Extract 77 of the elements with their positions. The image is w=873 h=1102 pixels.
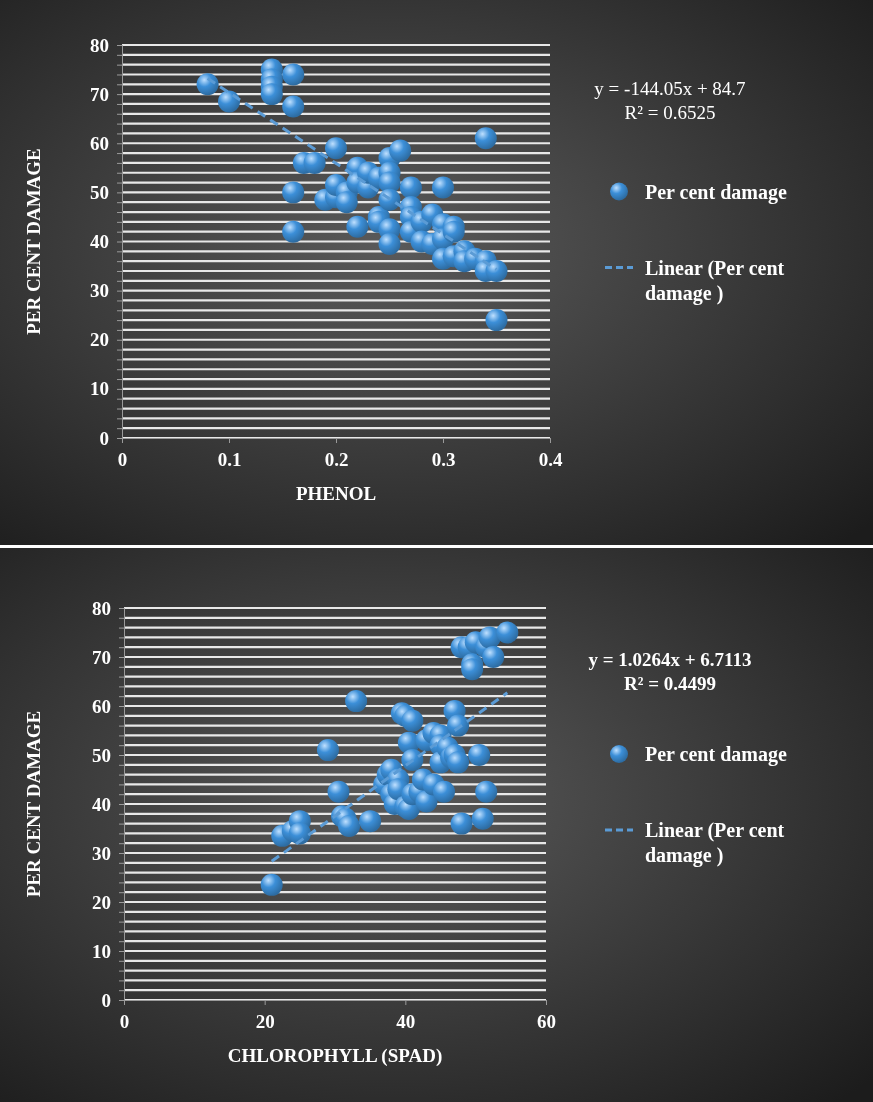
point [389, 139, 412, 162]
y-tick-label: 50 [90, 181, 109, 203]
point [482, 646, 505, 668]
point [282, 181, 305, 204]
y-tick-label: 10 [92, 940, 111, 962]
y-tick-label: 70 [90, 83, 109, 105]
y-tick-label: 60 [90, 132, 109, 154]
y-tick-label: 40 [90, 231, 109, 253]
y-tick-label: 0 [99, 427, 109, 449]
text: y = 1.0264x + 6.7113 [588, 649, 752, 670]
x-tick-label: 0 [119, 1011, 130, 1033]
point [282, 95, 305, 118]
point [282, 63, 305, 86]
y-tick-label: 10 [90, 378, 109, 400]
y-tick-label: 50 [92, 744, 111, 766]
point [359, 810, 382, 833]
point [433, 780, 456, 803]
point [485, 309, 508, 332]
x-tick-label: 0.4 [538, 449, 563, 471]
point [345, 690, 368, 713]
point [401, 709, 424, 732]
point [475, 780, 498, 803]
x-tick-label: 60 [537, 1011, 556, 1033]
point [496, 621, 519, 644]
y-tick-label: 70 [92, 646, 111, 668]
legend-label: Linear (Per cent damage ) [645, 819, 785, 867]
point [260, 83, 283, 106]
point [450, 812, 473, 835]
x-tick-label: 0.1 [217, 449, 242, 471]
y-tick-label: 30 [90, 280, 109, 302]
y-tick-label: 60 [92, 695, 111, 717]
y-tick-label: 80 [92, 597, 111, 619]
x-axis-title: CHLOROPHYLL (SPAD) [227, 1045, 443, 1067]
y-axis-title: PER CENT DAMAGE [23, 710, 44, 898]
y-tick-label: 30 [92, 842, 111, 864]
point [196, 73, 219, 96]
point [432, 176, 454, 199]
y-tick-label: 0 [101, 989, 111, 1011]
x-tick-label: 40 [396, 1011, 416, 1033]
y-tick-label: 20 [90, 329, 109, 351]
point [415, 790, 438, 813]
x-tick-label: 0.3 [431, 449, 456, 471]
point [303, 151, 326, 174]
point [335, 191, 358, 214]
x-tick-label: 20 [255, 1011, 275, 1033]
text: y = -144.05x + 84.7 [594, 78, 746, 99]
point [218, 90, 240, 113]
x-axis-title: PHENOL [295, 483, 377, 504]
y-tick-label: 80 [90, 34, 109, 56]
point [288, 822, 311, 845]
point [316, 739, 339, 762]
point [282, 220, 305, 243]
point [474, 127, 497, 150]
x-tick-label: 0 [117, 449, 128, 471]
point [442, 220, 465, 243]
text: R² = 0.6525 [624, 102, 716, 123]
y-tick-label: 40 [92, 793, 111, 815]
point [378, 232, 401, 255]
legend-label: Per cent damage [645, 743, 787, 766]
point [468, 744, 491, 766]
point [338, 815, 361, 838]
point [485, 260, 508, 282]
point [447, 751, 470, 774]
text: R² = 0.4499 [624, 673, 716, 694]
x-tick-label: 0.2 [324, 449, 349, 471]
point [346, 215, 369, 238]
y-axis-title: PER CENT DAMAGE [23, 148, 44, 335]
point [327, 780, 350, 803]
legend-label: Per cent damage [645, 180, 787, 204]
point [461, 658, 484, 681]
point [325, 137, 347, 160]
point [447, 714, 470, 737]
point [471, 807, 494, 830]
point [260, 873, 283, 896]
y-tick-label: 20 [92, 891, 111, 913]
point [399, 176, 422, 199]
legend-label: Linear (Per cent damage ) [645, 256, 785, 305]
